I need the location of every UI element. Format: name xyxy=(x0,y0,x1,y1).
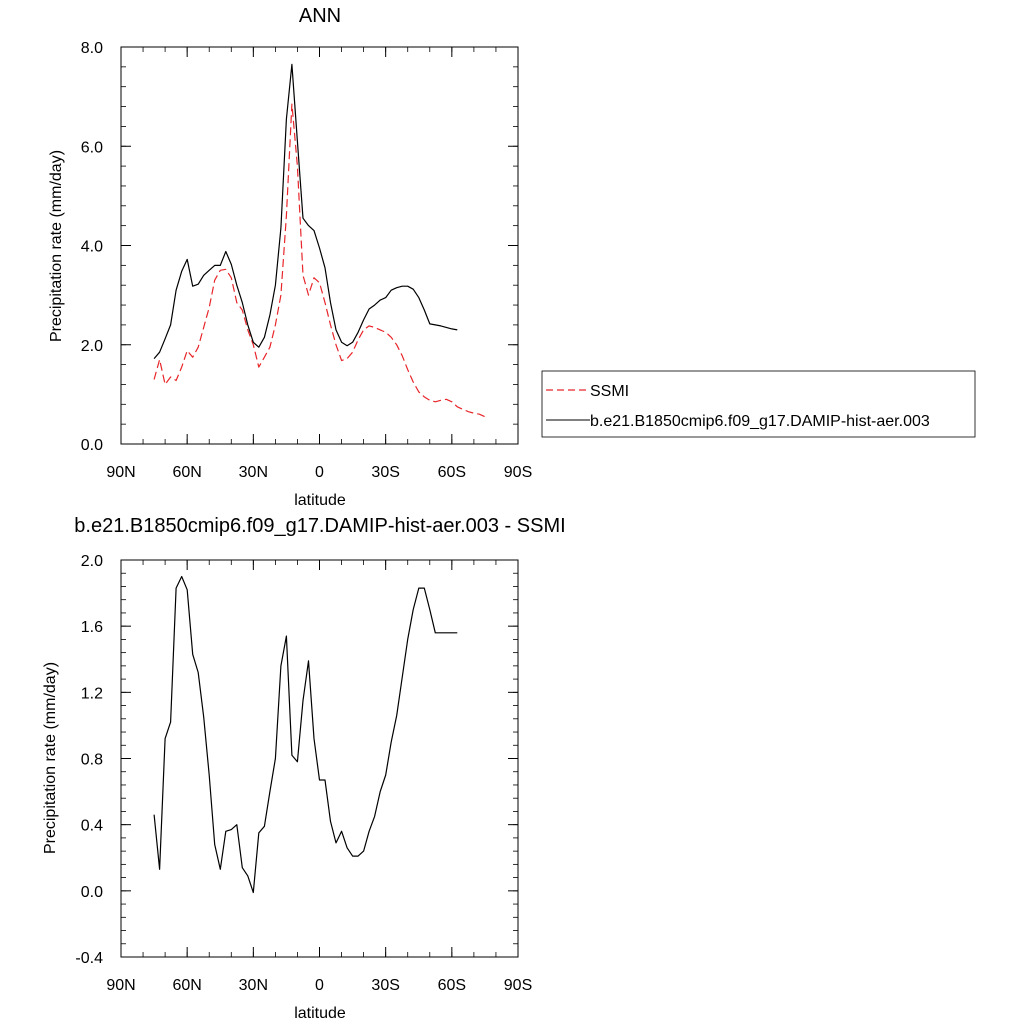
top-series-line-model xyxy=(153,63,458,359)
bottom-y-tick-label: 1.2 xyxy=(81,685,103,702)
top-plot-frame xyxy=(120,46,519,445)
top-x-tick-label: 60S xyxy=(438,464,466,481)
bottom-x-tick-label: 60S xyxy=(438,977,466,994)
bottom-x-tick-label: 90S xyxy=(504,977,532,994)
legend-label-model: b.e21.B1850cmip6.f09_g17.DAMIP-hist-aer.… xyxy=(590,413,930,430)
bottom-y-tick-label: 0.4 xyxy=(81,818,103,835)
top-y-tick-label: 6.0 xyxy=(81,139,103,156)
top-series-line-ssmi xyxy=(153,103,486,418)
bottom-x-tick-label: 0 xyxy=(315,977,324,994)
top-x-tick-label: 0 xyxy=(315,464,324,481)
bottom-y-tick-label: 0.0 xyxy=(81,884,103,901)
bottom-x-tick-label: 30N xyxy=(239,977,268,994)
bottom-y-tick-label: 1.6 xyxy=(81,619,103,636)
top-chart-title: ANN xyxy=(299,5,341,27)
bottom-y-tick-label: 0.8 xyxy=(81,752,103,769)
bottom-x-tick-label: 30S xyxy=(371,977,399,994)
top-y-axis-label: Precipitation rate (mm/day) xyxy=(48,150,65,342)
bottom-y-axis-label: Precipitation rate (mm/day) xyxy=(42,662,59,854)
bottom-series-line-difference xyxy=(153,575,458,894)
bottom-x-tick-label: 60N xyxy=(172,977,201,994)
top-x-tick-label: 30S xyxy=(371,464,399,481)
top-chart-panel: ANN 90N 60N 30N 0 30S 60S 90S 0.0 2.0 4.0 6.0 8.0 l… xyxy=(48,5,532,509)
bottom-y-tick-label: 2.0 xyxy=(81,553,103,570)
top-x-tick-label: 90N xyxy=(106,464,135,481)
top-x-tick-label: 90S xyxy=(504,464,532,481)
bottom-chart-panel: b.e21.B1850cmip6.f09_g17.DAMIP-hist-aer.… xyxy=(42,515,566,1022)
legend-label-ssmi: SSMI xyxy=(590,383,629,400)
top-x-axis-label: latitude xyxy=(294,492,346,509)
legend-box xyxy=(541,370,976,438)
top-y-tick-label: 4.0 xyxy=(81,239,103,256)
top-y-tick-label: 8.0 xyxy=(81,40,103,57)
top-chart-legend: SSMI b.e21.B1850cmip6.f09_g17.DAMIP-hist… xyxy=(541,370,976,438)
top-x-tick-label: 30N xyxy=(239,464,268,481)
bottom-plot-frame xyxy=(120,559,519,958)
top-y-tick-label: 2.0 xyxy=(81,338,103,355)
bottom-y-tick-label: -0.4 xyxy=(75,950,103,967)
bottom-chart-title: b.e21.B1850cmip6.f09_g17.DAMIP-hist-aer.… xyxy=(74,515,565,537)
top-x-tick-label: 60N xyxy=(172,464,201,481)
top-y-tick-label: 0.0 xyxy=(81,437,103,454)
bottom-x-axis-label: latitude xyxy=(294,1005,346,1022)
bottom-x-tick-label: 90N xyxy=(106,977,135,994)
